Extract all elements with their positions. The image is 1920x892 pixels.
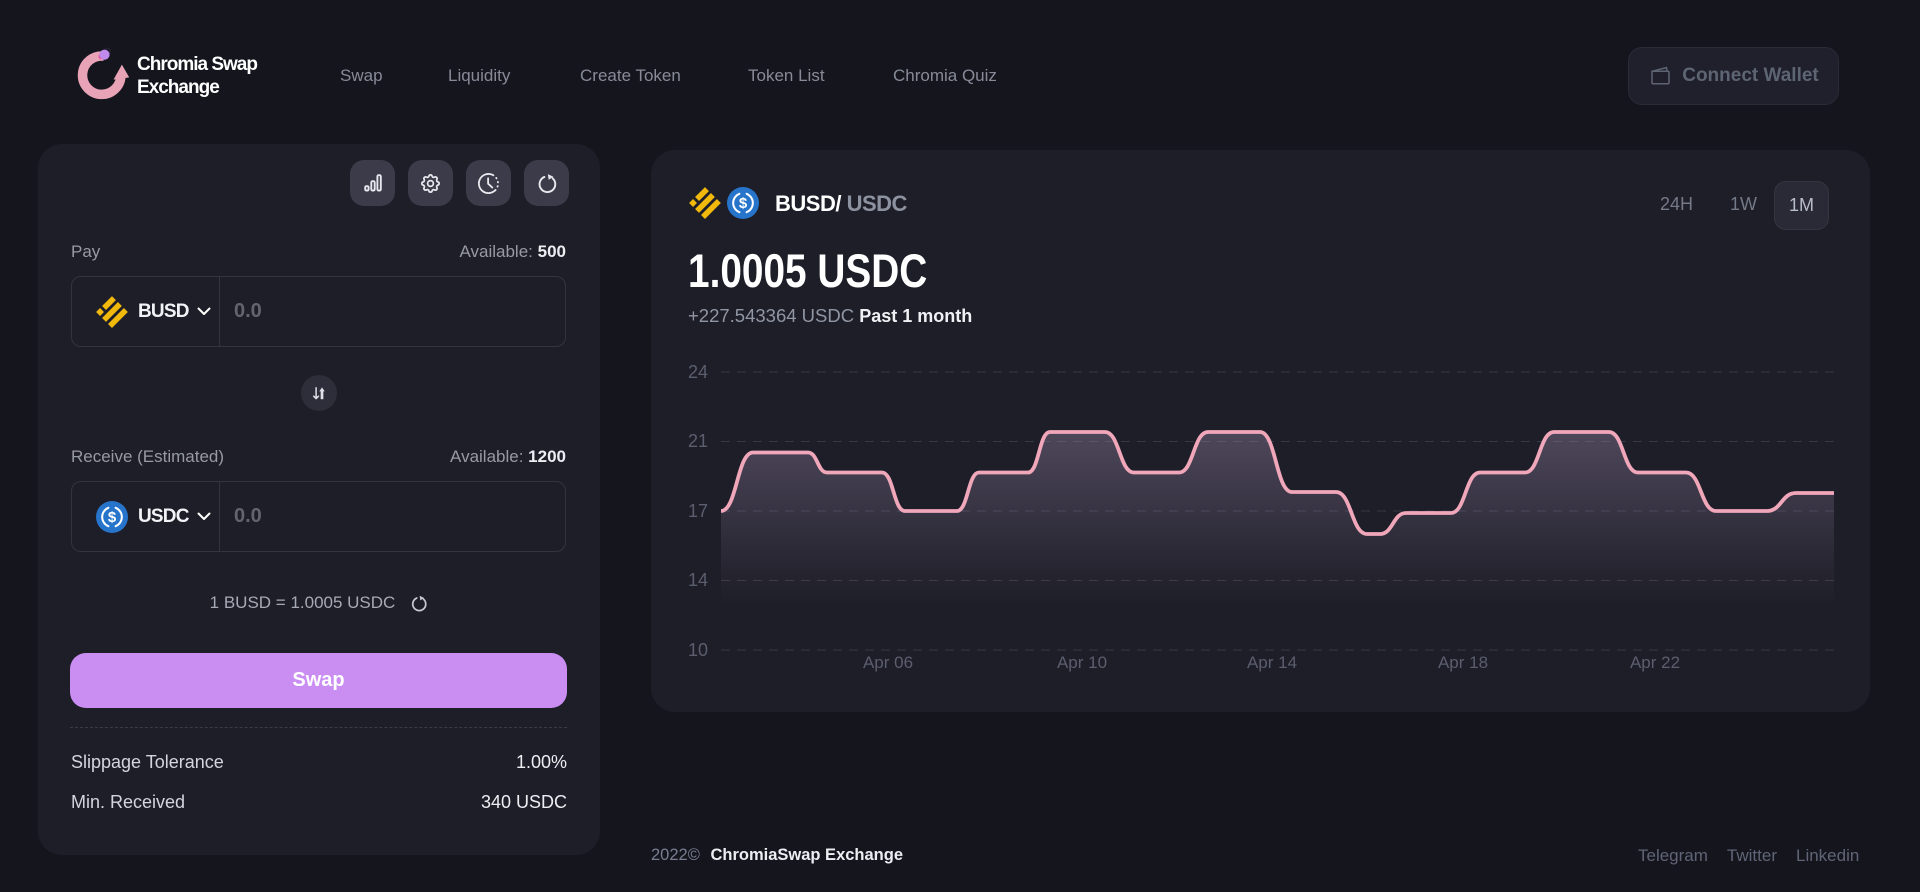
svg-text:$: $ [108, 509, 117, 526]
svg-text:17: 17 [688, 501, 708, 521]
svg-text:Apr 10: Apr 10 [1057, 653, 1107, 672]
svg-text:24: 24 [688, 362, 708, 382]
svg-text:Apr 06: Apr 06 [863, 653, 913, 672]
svg-text:14: 14 [688, 570, 708, 590]
svg-text:Apr 14: Apr 14 [1247, 653, 1297, 672]
svg-text:21: 21 [688, 431, 708, 451]
svg-text:Apr 18: Apr 18 [1438, 653, 1488, 672]
svg-text:$: $ [739, 195, 748, 212]
svg-text:10: 10 [688, 640, 708, 660]
svg-text:Apr 22: Apr 22 [1630, 653, 1680, 672]
